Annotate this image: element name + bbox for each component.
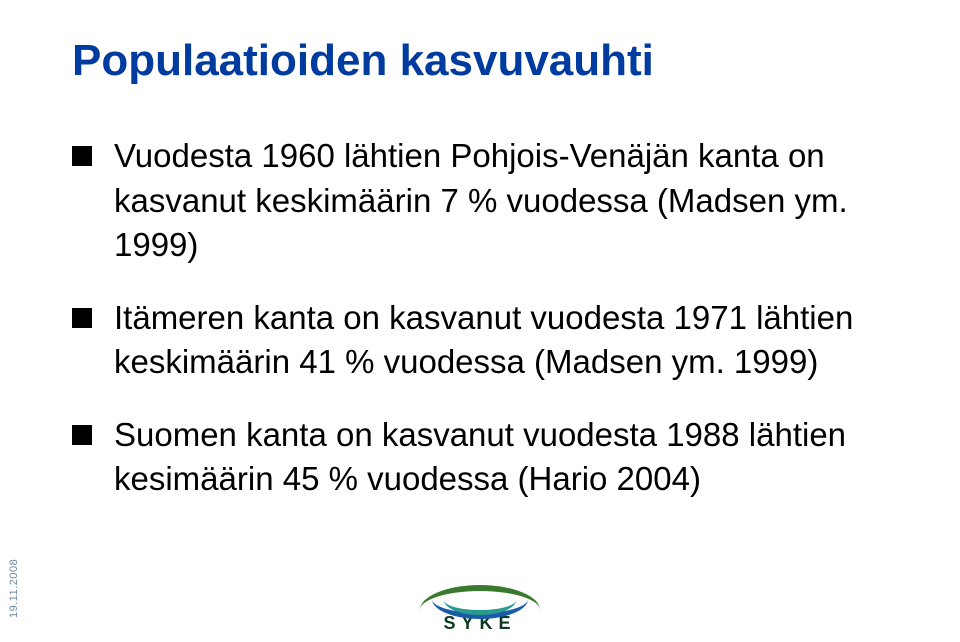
list-item: Suomen kanta on kasvanut vuodesta 1988 l… <box>72 413 888 502</box>
logo-arcs-icon <box>420 579 540 619</box>
slide: Populaatioiden kasvuvauhti Vuodesta 1960… <box>0 0 960 642</box>
logo-arc-inner <box>444 585 516 615</box>
bullet-marker-icon <box>72 425 92 445</box>
list-item: Itämeren kanta on kasvanut vuodesta 1971… <box>72 296 888 385</box>
date-label: 19.11.2008 <box>8 559 20 618</box>
bullet-marker-icon <box>72 308 92 328</box>
bullet-text: Suomen kanta on kasvanut vuodesta 1988 l… <box>114 413 888 502</box>
syke-logo: SYKE <box>420 579 540 634</box>
bullet-list: Vuodesta 1960 lähtien Pohjois-Venäjän ka… <box>72 134 888 502</box>
slide-title: Populaatioiden kasvuvauhti <box>72 36 888 86</box>
list-item: Vuodesta 1960 lähtien Pohjois-Venäjän ka… <box>72 134 888 268</box>
bullet-text: Vuodesta 1960 lähtien Pohjois-Venäjän ka… <box>114 134 888 268</box>
bullet-text: Itämeren kanta on kasvanut vuodesta 1971… <box>114 296 888 385</box>
bullet-marker-icon <box>72 146 92 166</box>
